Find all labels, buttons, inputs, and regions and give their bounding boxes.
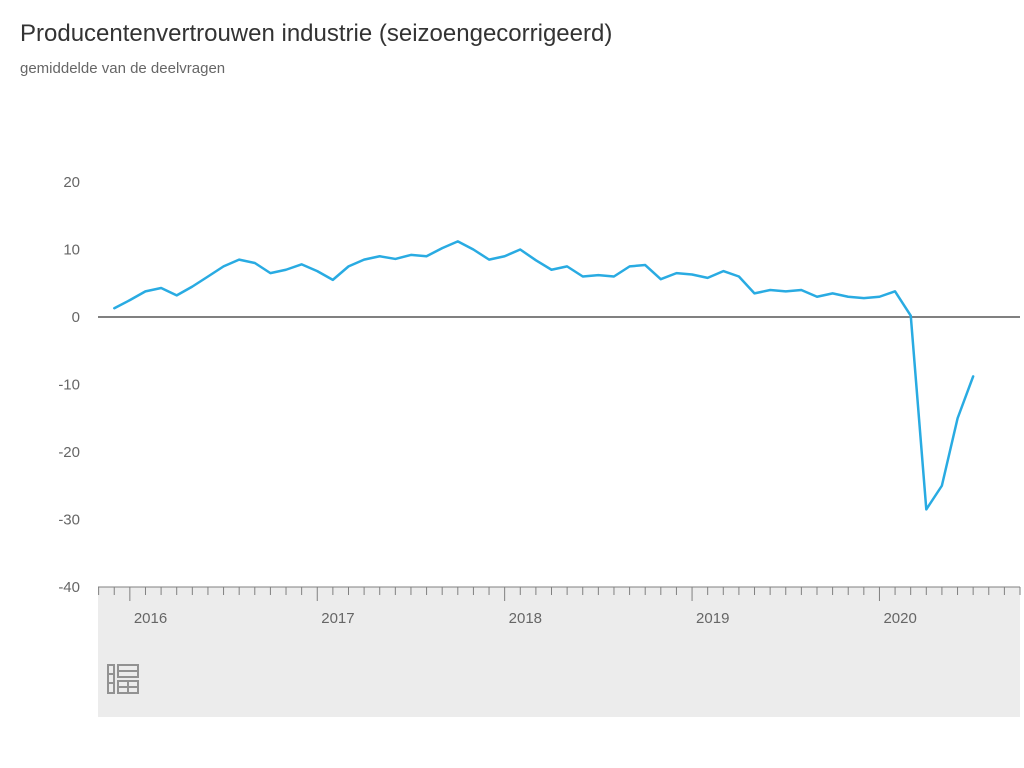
svg-text:2018: 2018: [509, 610, 542, 627]
svg-text:-20: -20: [58, 444, 80, 461]
svg-text:20: 20: [63, 174, 80, 191]
svg-text:2019: 2019: [696, 610, 729, 627]
svg-text:2020: 2020: [883, 610, 916, 627]
svg-text:2016: 2016: [134, 610, 167, 627]
chart-subtitle: gemiddelde van de deelvragen: [20, 60, 1004, 77]
svg-text:-10: -10: [58, 377, 80, 394]
svg-text:-30: -30: [58, 512, 80, 529]
chart-title: Producentenvertrouwen industrie (seizoen…: [20, 20, 1004, 48]
svg-text:0: 0: [72, 309, 80, 326]
line-chart: -40 -30 -20 -10 0 10 20 2016 2017 2018 2019 2020: [20, 87, 1024, 767]
svg-text:-40: -40: [58, 579, 80, 596]
svg-text:10: 10: [63, 242, 80, 259]
svg-text:2017: 2017: [321, 610, 354, 627]
